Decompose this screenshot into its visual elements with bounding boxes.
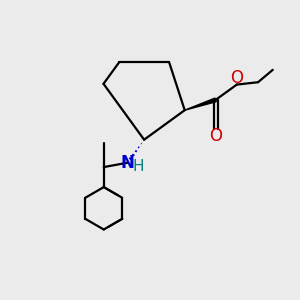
Text: O: O [209,127,222,145]
Text: N: N [121,154,135,172]
Text: H: H [133,159,144,174]
Polygon shape [185,98,216,110]
Text: O: O [230,69,243,87]
